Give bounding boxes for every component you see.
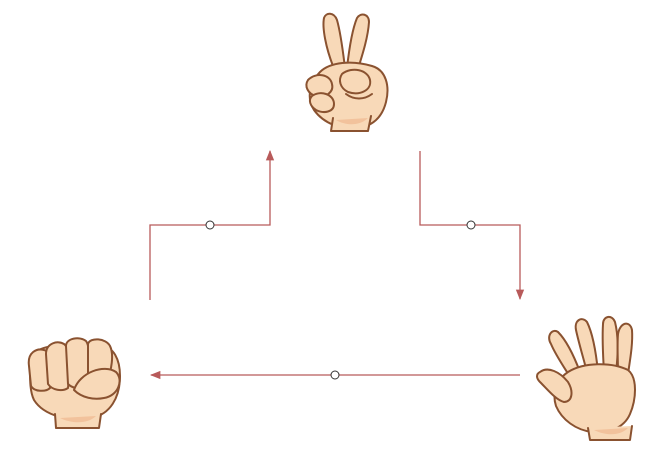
connector-scissors-to-paper[interactable] — [419, 151, 525, 301]
connector-midpoint-handle[interactable] — [330, 370, 340, 380]
connector-paper-to-rock[interactable] — [149, 370, 520, 380]
paper-hand-icon[interactable] — [536, 316, 636, 441]
scissors-hand-icon[interactable] — [305, 12, 389, 132]
connector-midpoint-handle[interactable] — [466, 220, 476, 230]
connector-rock-to-scissors[interactable] — [149, 149, 275, 300]
rock-fist-icon[interactable] — [27, 337, 121, 429]
connector-midpoint-handle[interactable] — [205, 220, 215, 230]
